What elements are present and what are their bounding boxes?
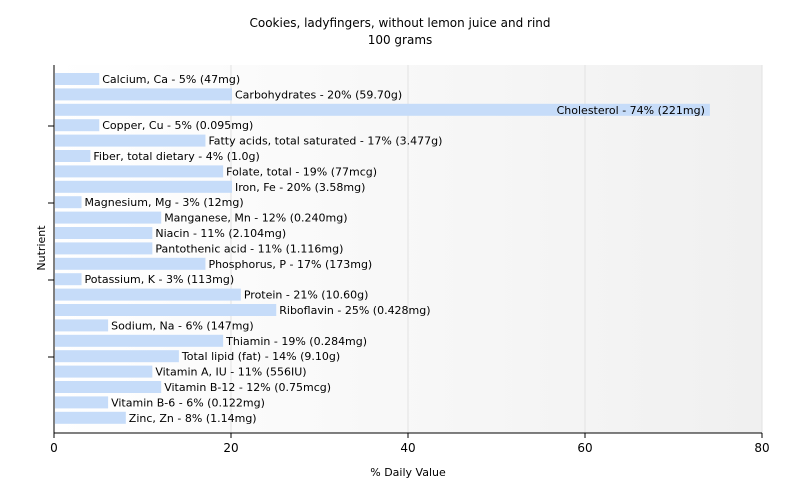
bar (55, 257, 206, 270)
bar (55, 334, 224, 347)
x-tick-label: 20 (223, 441, 238, 455)
bar-label: Fatty acids, total saturated - 17% (3.47… (208, 135, 442, 148)
x-tick-label: 80 (754, 441, 769, 455)
bar-label: Niacin - 11% (2.104mg) (155, 227, 286, 240)
bar (55, 396, 109, 409)
y-axis-label: Nutrient (35, 225, 48, 271)
bar (55, 319, 109, 332)
x-tick-label: 0 (50, 441, 58, 455)
bar-label: Thiamin - 19% (0.284mg) (225, 335, 367, 348)
bar (55, 304, 277, 316)
bar (55, 411, 126, 424)
bar-label: Vitamin A, IU - 11% (556IU) (155, 366, 306, 379)
bar-label: Copper, Cu - 5% (0.095mg) (102, 119, 253, 132)
bar-label: Carbohydrates - 20% (59.70g) (235, 88, 402, 101)
bar (55, 88, 232, 101)
bar (55, 73, 100, 85)
bar-label: Folate, total - 19% (77mcg) (226, 165, 377, 178)
bar (55, 365, 153, 378)
bar-label: Vitamin B-12 - 12% (0.75mcg) (164, 381, 331, 394)
bar-label: Vitamin B-6 - 6% (0.122mg) (111, 396, 265, 409)
bar (55, 150, 91, 162)
x-tick-label: 40 (400, 441, 415, 455)
x-axis-label: % Daily Value (370, 466, 446, 479)
bar (55, 242, 153, 255)
chart-title: Cookies, ladyfingers, without lemon juic… (249, 16, 550, 30)
bar (55, 180, 232, 193)
grid-lines (230, 65, 763, 433)
bar (55, 103, 710, 116)
bar-label: Riboflavin - 25% (0.428mg) (279, 304, 430, 317)
bar-label: Manganese, Mn - 12% (0.240mg) (164, 212, 347, 225)
bar-label: Iron, Fe - 20% (3.58mg) (235, 181, 365, 194)
axes: 0 20 40 60 80 (48, 65, 770, 455)
bar (55, 350, 179, 363)
bar-label: Cholesterol - 74% (221mg) (557, 104, 705, 117)
bar (55, 227, 153, 239)
bar-label: Sodium, Na - 6% (147mg) (111, 319, 254, 332)
bar-label: Fiber, total dietary - 4% (1.0g) (93, 150, 259, 163)
bars: Calcium, Ca - 5% (47mg) Carbohydrates - 2… (55, 73, 710, 425)
bar (55, 273, 82, 286)
bar-label: Potassium, K - 3% (113mg) (85, 273, 235, 286)
x-tick-label: 60 (577, 441, 592, 455)
bar-label: Pantothenic acid - 11% (1.116mg) (155, 242, 343, 255)
bar-label: Protein - 21% (10.60g) (244, 289, 369, 302)
chart-subtitle: 100 grams (368, 33, 433, 47)
bar-label: Calcium, Ca - 5% (47mg) (102, 73, 240, 86)
bar-label: Total lipid (fat) - 14% (9.10g) (181, 350, 340, 363)
bar-label: Magnesium, Mg - 3% (12mg) (85, 196, 244, 209)
bar (55, 119, 100, 132)
bar-label: Phosphorus, P - 17% (173mg) (208, 258, 372, 271)
bar (55, 381, 162, 393)
bar (55, 288, 241, 301)
bar (55, 196, 82, 209)
bar (55, 134, 206, 147)
bar (55, 211, 162, 224)
bar-label: Zinc, Zn - 8% (1.14mg) (129, 412, 257, 425)
bar (55, 165, 224, 178)
